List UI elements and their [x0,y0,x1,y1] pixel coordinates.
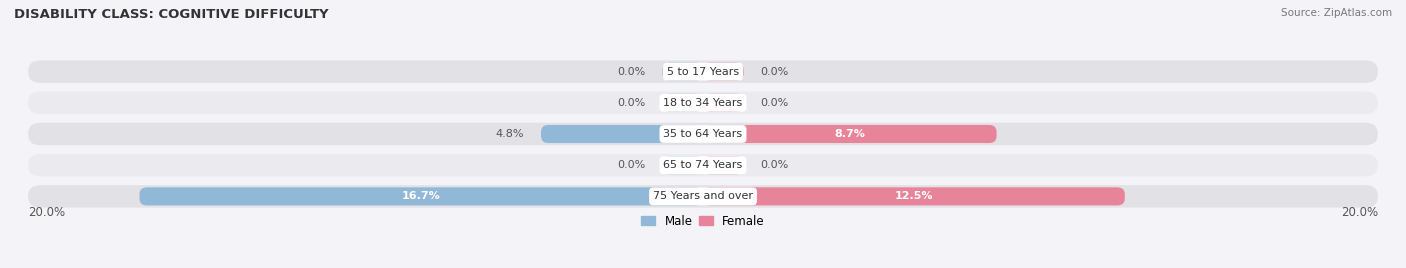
FancyBboxPatch shape [703,125,997,143]
Text: 4.8%: 4.8% [496,129,524,139]
Text: 0.0%: 0.0% [617,160,645,170]
Text: 20.0%: 20.0% [28,206,65,219]
FancyBboxPatch shape [662,156,703,174]
Text: 0.0%: 0.0% [761,98,789,108]
Legend: Male, Female: Male, Female [641,215,765,228]
Text: DISABILITY CLASS: COGNITIVE DIFFICULTY: DISABILITY CLASS: COGNITIVE DIFFICULTY [14,8,329,21]
FancyBboxPatch shape [28,123,1378,145]
Text: 8.7%: 8.7% [834,129,865,139]
FancyBboxPatch shape [541,125,703,143]
FancyBboxPatch shape [662,63,703,81]
Text: 35 to 64 Years: 35 to 64 Years [664,129,742,139]
FancyBboxPatch shape [28,60,1378,83]
Text: 20.0%: 20.0% [1341,206,1378,219]
FancyBboxPatch shape [703,156,744,174]
Text: 75 Years and over: 75 Years and over [652,191,754,201]
Text: 5 to 17 Years: 5 to 17 Years [666,67,740,77]
Text: 0.0%: 0.0% [761,67,789,77]
FancyBboxPatch shape [703,94,744,112]
FancyBboxPatch shape [28,92,1378,114]
Text: 16.7%: 16.7% [402,191,440,201]
FancyBboxPatch shape [703,63,744,81]
FancyBboxPatch shape [28,154,1378,176]
Text: 0.0%: 0.0% [761,160,789,170]
FancyBboxPatch shape [139,187,703,205]
Text: 0.0%: 0.0% [617,67,645,77]
FancyBboxPatch shape [703,187,1125,205]
Text: 12.5%: 12.5% [894,191,934,201]
FancyBboxPatch shape [28,185,1378,208]
Text: 18 to 34 Years: 18 to 34 Years [664,98,742,108]
FancyBboxPatch shape [662,94,703,112]
Text: 65 to 74 Years: 65 to 74 Years [664,160,742,170]
Text: Source: ZipAtlas.com: Source: ZipAtlas.com [1281,8,1392,18]
Text: 0.0%: 0.0% [617,98,645,108]
